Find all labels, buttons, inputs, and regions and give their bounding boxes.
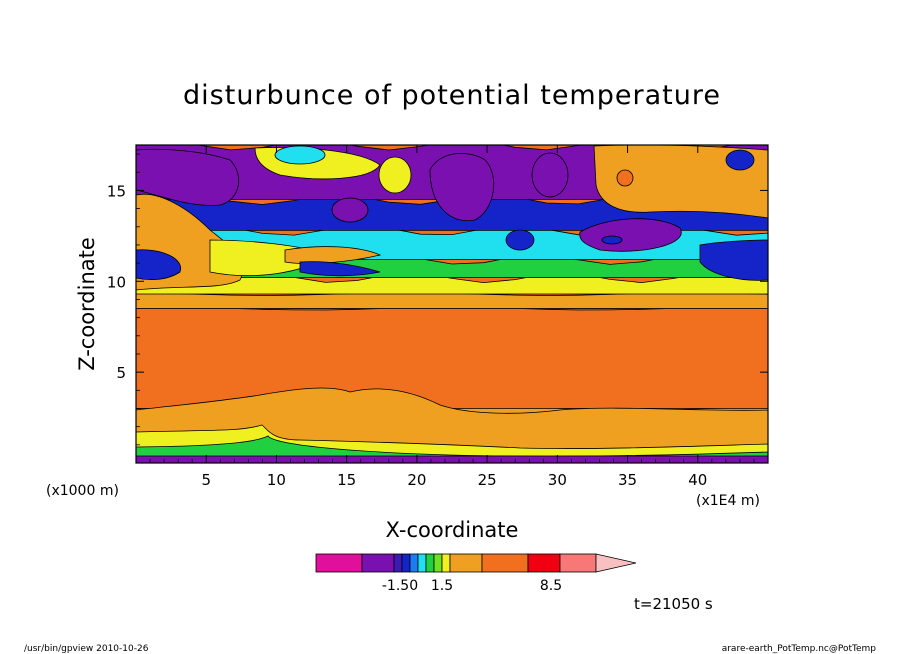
colorbar-segment	[401, 553, 411, 573]
colorbar-segment	[527, 553, 561, 573]
colorbar	[315, 553, 637, 573]
colorbar-label: -1.50	[382, 578, 418, 594]
colorbar-segment	[449, 553, 483, 573]
footer-right-note: arare-earth_PotTemp.nc@PotTemp	[722, 644, 877, 654]
x-tick-label: 15	[337, 471, 356, 489]
colorbar-arrow	[595, 553, 637, 573]
y-tick-label: 5	[116, 364, 126, 382]
y-tick-label: 10	[107, 273, 126, 291]
upper-features	[136, 145, 768, 291]
lower-contour-4	[136, 455, 768, 463]
colorbar-segment	[441, 553, 451, 573]
x-axis: 5 10 15 20 25 30 35 40	[149, 145, 755, 489]
footer-left-note: /usr/bin/gpview 2010-10-26	[24, 644, 149, 654]
colorbar-segment	[315, 553, 363, 573]
x-tick-label: 5	[201, 471, 211, 489]
plot-frame	[135, 144, 769, 464]
x-unit-right: (x1E4 m)	[696, 493, 760, 509]
colorbar-label: 1.5	[431, 578, 453, 594]
colorbar-segment	[417, 553, 427, 573]
time-label: t=21050 s	[634, 595, 713, 613]
x-tick-label: 40	[688, 471, 707, 489]
y-axis: 5 10 15	[107, 153, 768, 446]
colorbar-segment	[481, 553, 529, 573]
x-axis-label: X-coordinate	[386, 518, 519, 542]
colorbar-label: 8.5	[540, 578, 562, 594]
colorbar-segment	[433, 553, 443, 573]
x-tick-label: 25	[478, 471, 497, 489]
colorbar-segment	[409, 553, 419, 573]
colorbar-segment	[559, 553, 597, 573]
x-tick-label: 10	[267, 471, 286, 489]
colorbar-segment	[425, 553, 435, 573]
y-tick-label: 15	[107, 182, 126, 200]
colorbar-segment	[361, 553, 395, 573]
x-unit-left: (x1000 m)	[46, 483, 119, 499]
colorbar-segment	[393, 553, 403, 573]
x-tick-label: 20	[407, 471, 426, 489]
y-axis-label: Z-coordinate	[75, 237, 99, 371]
contour-band	[136, 306, 768, 409]
x-tick-label: 30	[548, 471, 567, 489]
colorbar-labels: -1.50 1.5 8.5	[382, 578, 562, 594]
x-tick-label: 35	[618, 471, 637, 489]
chart-title: disturbunce of potential temperature	[183, 80, 721, 111]
plot-area	[136, 145, 768, 463]
contour-band	[136, 292, 768, 309]
